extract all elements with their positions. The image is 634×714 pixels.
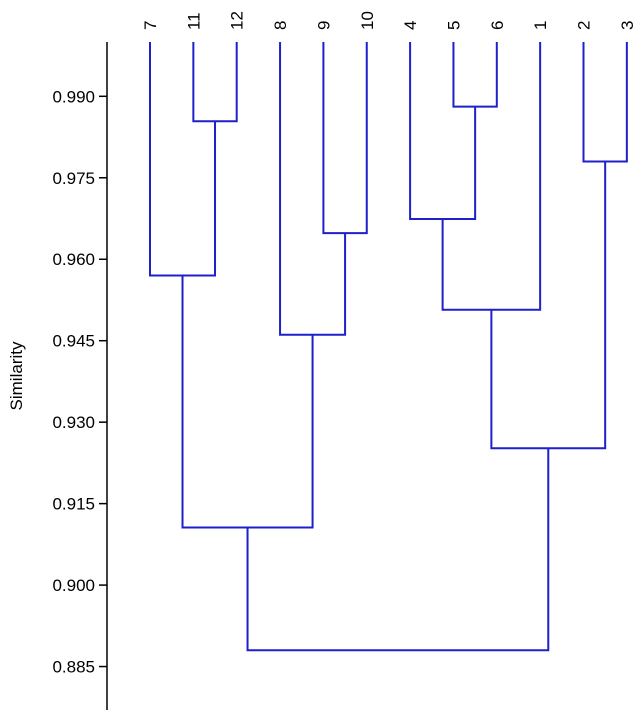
leaf-label: 1 [531,21,550,30]
merge-link [149,42,217,277]
leaf-label: 9 [314,21,333,30]
leaf-label: 6 [488,21,507,30]
y-tick-label: 0.945 [52,332,95,351]
merge-link [279,42,347,336]
merge-link [409,42,477,221]
y-tick-label: 0.915 [52,495,95,514]
y-tick-label: 0.990 [52,87,95,106]
merge-link [322,42,368,235]
merge-link [246,448,550,652]
leaf-label: 10 [358,11,377,30]
leaf-label: 4 [401,21,420,30]
leaf-label: 7 [141,21,160,30]
leaf-label: 3 [618,21,634,30]
merge-link [490,161,607,450]
y-tick-label: 0.975 [52,169,95,188]
leaf-label: 12 [228,11,247,30]
merge-link [181,275,314,529]
merge-link [452,42,498,108]
leaf-label: 8 [271,21,290,30]
y-tick-label: 0.900 [52,576,95,595]
leaf-label: 2 [575,21,594,30]
y-tick-label: 0.885 [52,658,95,677]
merge-link [441,42,542,311]
leaf-label: 5 [444,21,463,30]
y-tick-label: 0.960 [52,250,95,269]
leaf-label: 11 [184,12,203,30]
merge-link [582,42,628,163]
y-axis-label: Similarity [7,341,26,410]
y-tick-label: 0.930 [52,413,95,432]
merge-link [192,42,238,123]
